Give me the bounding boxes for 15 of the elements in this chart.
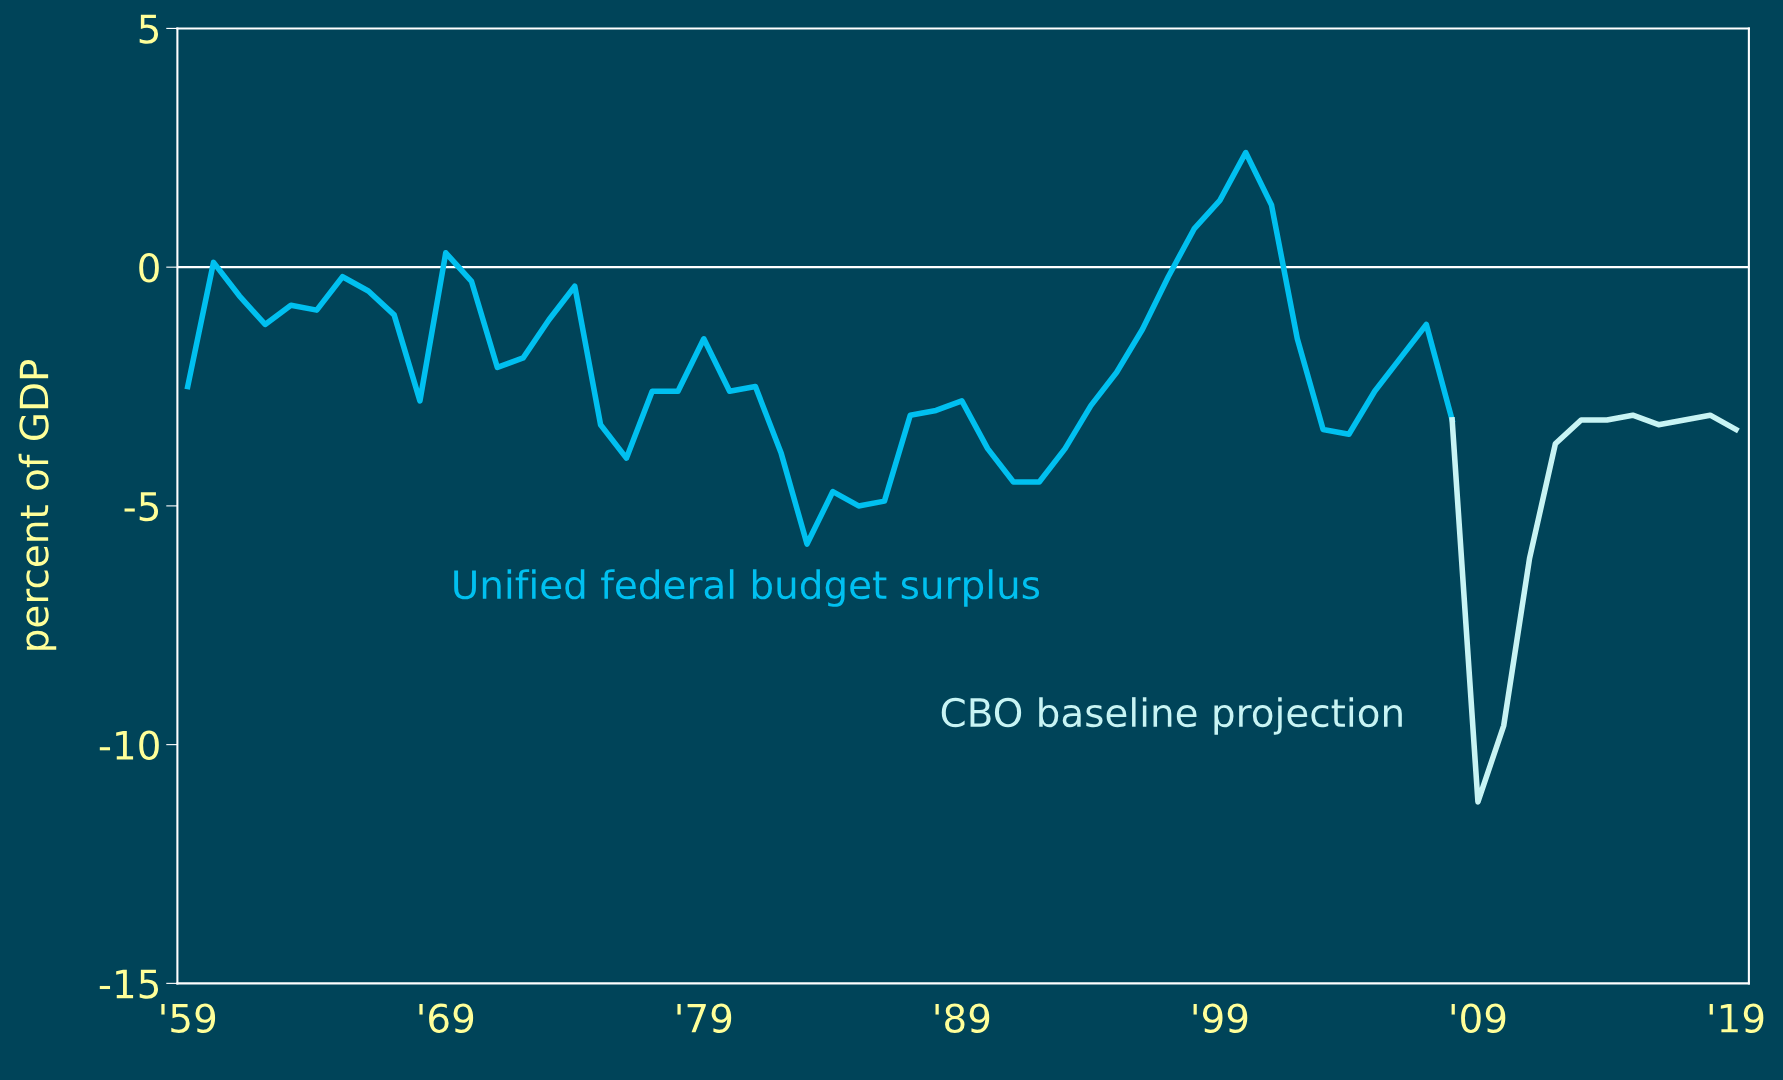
series-label: CBO baseline projection	[941, 697, 1402, 735]
x-tick-label: '99	[1193, 1003, 1248, 1033]
x-tick-label: '59	[161, 1003, 216, 1033]
x-tick-label: '09	[1451, 1003, 1506, 1033]
series-label: Unified federal budget surplus	[454, 569, 1040, 607]
y-tick-label: 5	[139, 14, 159, 44]
y-tick-label: 0	[139, 253, 159, 283]
y-tick-label: -15	[99, 969, 159, 999]
y-tick-label: -10	[99, 730, 159, 760]
x-tick-label: '19	[1709, 1003, 1764, 1033]
x-tick-label: '69	[419, 1003, 474, 1033]
y-axis-title: percent of GDP	[18, 359, 57, 650]
y-tick-label: -5	[124, 492, 159, 522]
x-tick-label: '89	[935, 1003, 990, 1033]
x-tick-label: '79	[677, 1003, 732, 1033]
